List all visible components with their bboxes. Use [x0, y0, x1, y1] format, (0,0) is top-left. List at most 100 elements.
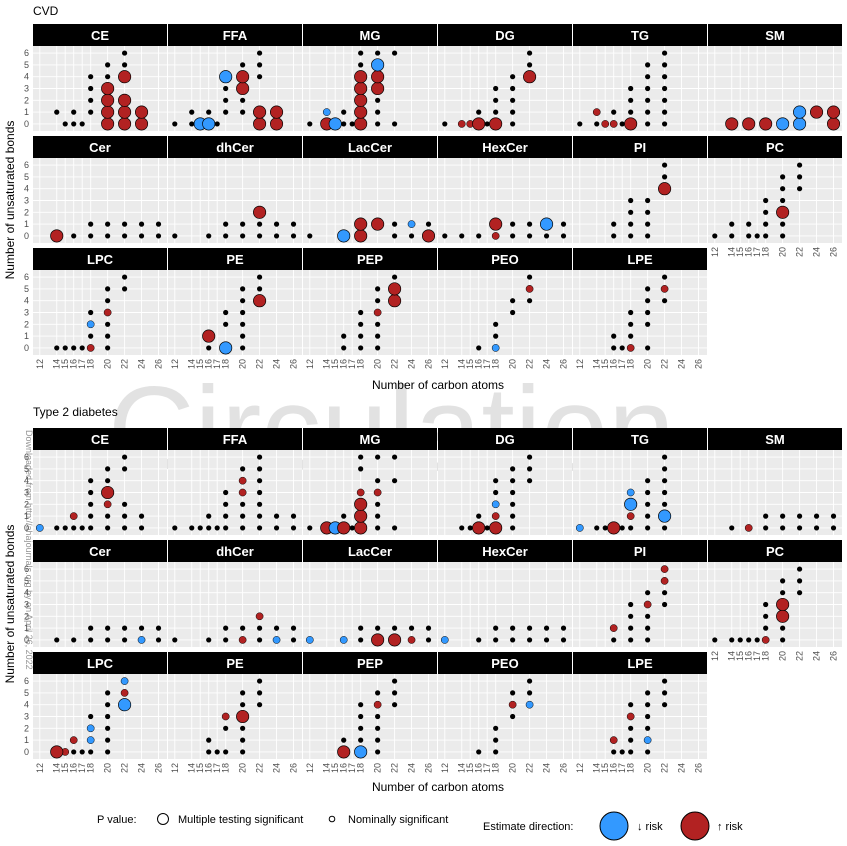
point-nominal-up [120, 689, 129, 697]
point-nominal [206, 749, 212, 755]
point-nominal [628, 702, 634, 708]
point-nominal [628, 209, 634, 215]
point-nominal [754, 233, 760, 239]
point-nominal [510, 625, 516, 631]
y-tick-label: 2 [24, 723, 29, 733]
point-nominal [526, 478, 533, 484]
y-tick-label: 6 [24, 564, 29, 574]
x-tick-label: 14 [187, 359, 197, 369]
point-nominal [88, 74, 94, 80]
point-nominal [526, 233, 533, 239]
point-nominal [105, 702, 111, 708]
point-nominal [54, 637, 60, 643]
point-nominal [121, 50, 128, 56]
point-nominal-down [86, 736, 95, 744]
point-significant-up [421, 229, 436, 243]
point-nominal [223, 525, 229, 531]
legend-nom-symbol [328, 815, 336, 823]
point-nominal-up [255, 612, 264, 621]
point-nominal [256, 513, 263, 519]
x-tick-label: 20 [373, 359, 383, 369]
x-tick-label: 15 [60, 359, 70, 369]
strip-dg [438, 24, 572, 46]
point-nominal [358, 737, 364, 743]
point-nominal-down [339, 636, 348, 644]
y-tick-label: 6 [24, 48, 29, 58]
point-nominal [628, 625, 634, 631]
point-nominal [240, 749, 246, 755]
point-nominal [62, 345, 68, 351]
x-tick-label: 22 [255, 359, 265, 369]
point-nominal [737, 637, 743, 643]
point-nominal [155, 625, 162, 631]
point-nominal [375, 97, 381, 103]
point-nominal [358, 454, 364, 460]
point-nominal [796, 162, 803, 168]
point-nominal [223, 233, 229, 239]
y-tick-label: 4 [24, 588, 29, 598]
point-nominal [375, 121, 381, 127]
y-axis-title: Number of unsaturated bonds [3, 525, 17, 684]
strip-laccer [303, 540, 437, 562]
x-tick-label: 20 [238, 763, 248, 773]
point-nominal [88, 309, 94, 316]
x-tick-label: 17 [617, 763, 627, 773]
point-nominal [88, 625, 94, 631]
point-nominal [375, 50, 381, 56]
panel-sm: SM [708, 428, 842, 535]
point-significant-up [270, 117, 284, 131]
point-nominal [628, 109, 634, 115]
point-nominal [645, 309, 651, 316]
x-tick-label: 20 [103, 359, 113, 369]
point-nominal [476, 637, 482, 643]
x-tick-label: 15 [735, 651, 745, 661]
point-nominal [256, 466, 263, 472]
x-tick-label: 18 [221, 359, 231, 369]
point-nominal [391, 121, 398, 127]
x-tick-label: 20 [373, 763, 383, 773]
point-significant-up [759, 117, 773, 131]
point-nominal [155, 637, 162, 643]
point-nominal-up [660, 577, 669, 585]
point-nominal [729, 637, 735, 643]
strip-label: FFA [223, 432, 248, 447]
point-nominal [121, 454, 128, 460]
x-tick-label: 17 [77, 359, 87, 369]
x-tick-label: 24 [137, 763, 147, 773]
point-nominal [467, 525, 473, 531]
panel-dhcer: dhCer [168, 136, 302, 243]
strip-label: PE [226, 252, 244, 267]
point-nominal [645, 525, 651, 531]
point-nominal-up [660, 285, 669, 293]
strip-label: LPE [627, 656, 653, 671]
point-nominal [645, 298, 651, 304]
point-nominal [256, 274, 263, 280]
y-tick-label: 5 [24, 60, 29, 70]
point-nominal-down [643, 736, 652, 744]
point-nominal-up [609, 120, 618, 128]
y-tick-label: 4 [24, 72, 29, 82]
point-significant-up [337, 745, 351, 759]
point-nominal [729, 233, 735, 239]
strip-label: TG [631, 432, 649, 447]
point-significant-up [50, 745, 64, 759]
point-nominal [240, 333, 246, 339]
point-nominal [729, 525, 735, 531]
point-nominal [645, 489, 651, 496]
point-nominal [290, 233, 297, 239]
point-nominal [240, 513, 246, 519]
point-nominal [105, 737, 111, 743]
point-nominal [425, 221, 432, 227]
point-nominal [425, 637, 432, 643]
strip-ffa [168, 428, 302, 450]
y-tick-label: 4 [24, 700, 29, 710]
x-tick-label: 22 [255, 763, 265, 773]
strip-label: CE [91, 432, 109, 447]
strip-lpc [33, 652, 167, 674]
point-significant-down [371, 58, 385, 72]
point-nominal [645, 725, 651, 731]
point-nominal [796, 186, 803, 192]
point-nominal [476, 513, 482, 519]
